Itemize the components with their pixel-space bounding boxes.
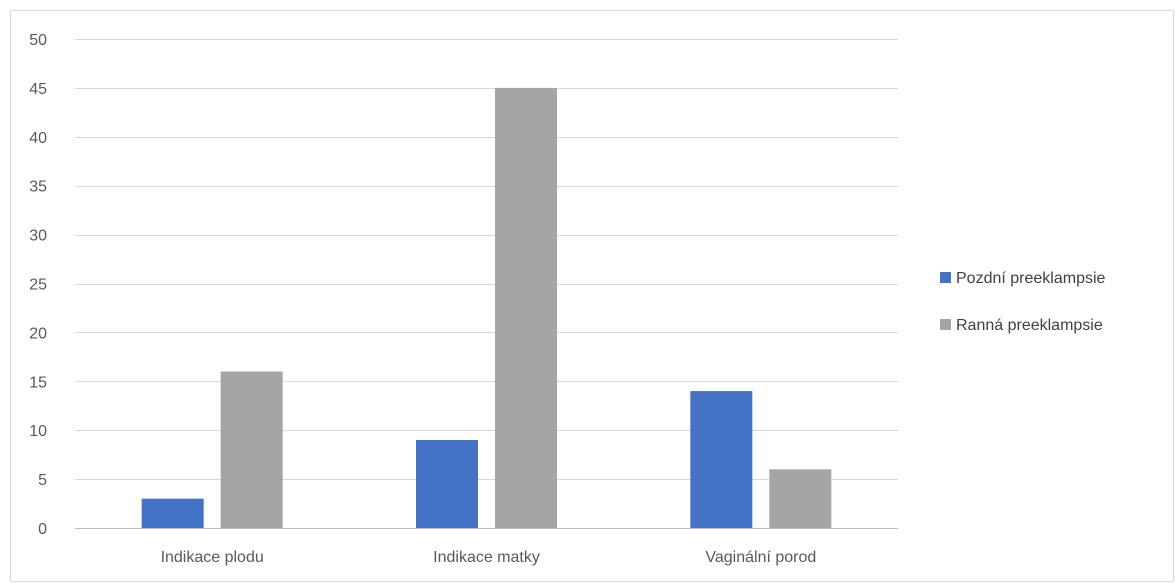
gridlines (75, 39, 898, 529)
y-tick-label: 25 (29, 277, 47, 294)
y-tick-label: 40 (29, 130, 47, 147)
legend-label: Ranná preeklampsie (956, 317, 1103, 334)
x-tick-label: Indikace plodu (161, 549, 264, 566)
legend-swatch (940, 272, 951, 283)
chart-frame (10, 10, 1174, 582)
y-tick-label: 5 (38, 472, 47, 489)
y-tick-label: 35 (29, 179, 47, 196)
x-axis-tick-labels: Indikace plodu Indikace matky Vaginální po… (161, 549, 817, 566)
bar-ranna-1 (495, 87, 557, 529)
y-tick-label: 20 (29, 325, 47, 342)
bar-pozdni-2 (690, 391, 753, 528)
bar-ranna-2 (769, 469, 832, 528)
y-tick-label: 10 (29, 423, 47, 440)
legend-label: Pozdní preeklampsie (956, 270, 1106, 287)
y-tick-label: 30 (29, 228, 47, 245)
y-axis-tick-labels: 0 5 10 15 20 25 30 35 40 45 50 (29, 32, 47, 538)
legend: Pozdní preeklampsie Ranná preeklampsie (940, 270, 1106, 334)
y-tick-label: 15 (29, 374, 47, 391)
bar-pozdni-1 (416, 439, 478, 528)
bar-ranna-0 (220, 371, 283, 528)
bars (141, 87, 832, 529)
legend-swatch (940, 319, 951, 330)
x-tick-label: Indikace matky (433, 549, 540, 566)
y-tick-label: 50 (29, 32, 47, 49)
x-tick-label: Vaginální porod (705, 549, 816, 566)
bar-pozdni-0 (141, 498, 204, 528)
y-tick-label: 45 (29, 81, 47, 98)
y-tick-label: 0 (38, 521, 47, 538)
